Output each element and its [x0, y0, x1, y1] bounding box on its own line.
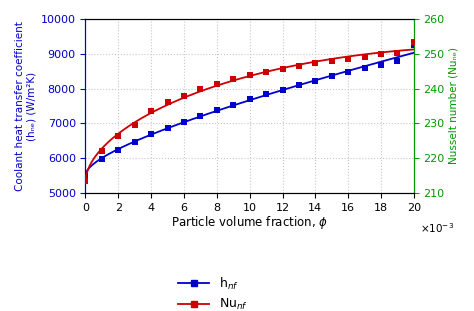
- Y-axis label: Coolant heat transfer coefficient
(hₙₑ) (W/m²K): Coolant heat transfer coefficient (hₙₑ) …: [15, 21, 36, 191]
- Text: $\times10^{-3}$: $\times10^{-3}$: [420, 222, 455, 235]
- X-axis label: Particle volume fraction, $\phi$: Particle volume fraction, $\phi$: [171, 214, 328, 231]
- Legend: h$_{nf}$, Nu$_{nf}$: h$_{nf}$, Nu$_{nf}$: [173, 271, 254, 311]
- Y-axis label: Nusselt number (Nuₙₑ): Nusselt number (Nuₙₑ): [449, 48, 459, 165]
